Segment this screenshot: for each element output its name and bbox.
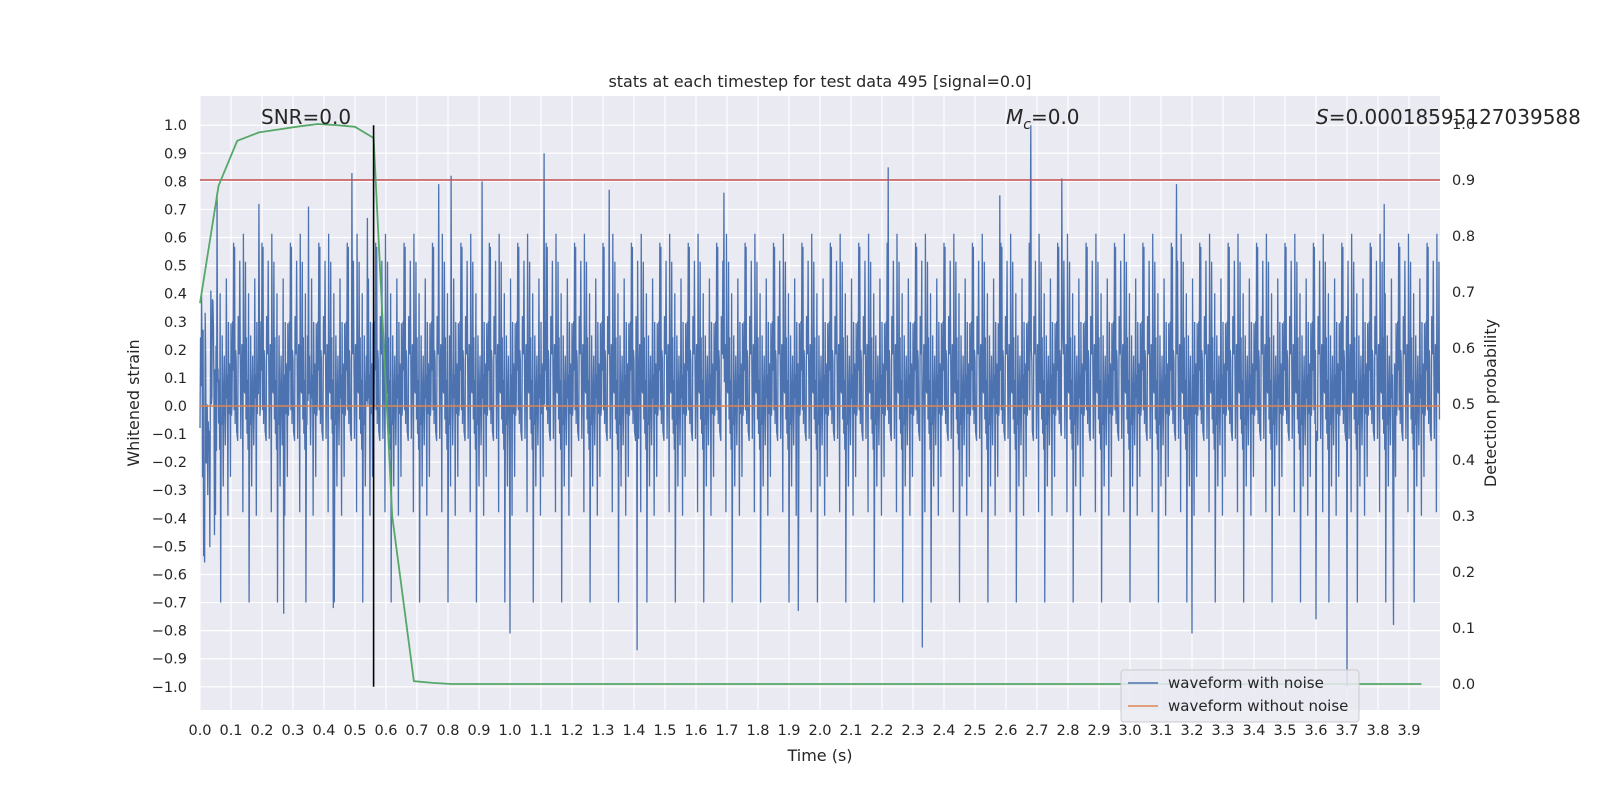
x-tick-label: 0.5 [343,723,366,739]
x-tick-label: 0.3 [281,723,304,739]
x-tick-label: 3.4 [1242,723,1265,739]
x-tick-label: 2.7 [1025,723,1048,739]
x-tick-label: 0.2 [250,723,273,739]
x-tick-label: 2.8 [1056,723,1079,739]
x-tick-label: 3.8 [1366,723,1389,739]
y-tick-label: −0.1 [152,427,187,443]
x-tick-label: 2.4 [932,723,955,739]
y2-tick-label: 0.7 [1452,285,1475,301]
snr-annotation: SNR=0.0 [261,105,351,129]
x-tick-label: 2.0 [808,723,831,739]
x-tick-label: 0.4 [312,723,335,739]
x-tick-label: 2.6 [994,723,1017,739]
x-tick-label: 3.1 [1149,723,1172,739]
y2-tick-label: 0.5 [1452,397,1475,413]
y-tick-label: 0.5 [164,259,187,275]
s-annotation: S=0.00018595127039588 [1316,105,1581,129]
y2-tick-label: 0.2 [1452,565,1475,581]
x-tick-label: 1.3 [591,723,614,739]
y-tick-label: −0.7 [152,596,187,612]
y-tick-label: −0.3 [152,483,187,499]
mc-annotation: Mc=0.0 [1006,105,1080,133]
x-tick-label: 3.7 [1335,723,1358,739]
y-tick-label: −1.0 [152,680,187,696]
x-tick-label: 0.0 [188,723,211,739]
x-tick-label: 3.5 [1273,723,1296,739]
noise-waveform [199,125,1441,687]
x-axis-label: Time (s) [786,746,852,765]
y-tick-label: 1.0 [164,118,187,134]
y2-tick-label: 0.8 [1452,229,1475,245]
x-tick-label: 0.8 [436,723,459,739]
x-tick-label: 0.1 [219,723,242,739]
x-tick-label: 1.7 [715,723,738,739]
mc-symbol: M [1006,105,1023,129]
y2-tick-label: 0.1 [1452,621,1475,637]
y-tick-label: −0.4 [152,511,187,527]
x-tick-label: 3.9 [1397,723,1420,739]
x-tick-label: 1.9 [777,723,800,739]
y2-axis-label: Detection probability [1481,319,1500,487]
x-tick-label: 0.9 [467,723,490,739]
x-tick-label: 2.3 [901,723,924,739]
series-detection-probability [199,123,1422,685]
mc-subscript: c [1023,117,1031,133]
x-tick-label: 1.6 [684,723,707,739]
s-symbol: S [1316,105,1329,129]
x-tick-label: 1.8 [746,723,769,739]
x-tick-label: 3.3 [1211,723,1234,739]
y-tick-label: −0.2 [152,455,187,471]
y2-tick-label: 0.9 [1452,173,1475,189]
y2-tick-label: 1.0 [1452,117,1475,133]
y2-tick-label: 0.0 [1452,677,1475,693]
x-tick-label: 2.2 [870,723,893,739]
x-tick-label: 0.7 [405,723,428,739]
x-tick-label: 3.2 [1180,723,1203,739]
x-tick-label: 1.2 [560,723,583,739]
y2-tick-label: 0.4 [1452,453,1475,469]
x-tick-label: 1.1 [529,723,552,739]
y-tick-label: 0.0 [164,399,187,415]
series-lines [199,123,1440,687]
y2-tick-label: 0.6 [1452,341,1475,357]
y-tick-label: 0.9 [164,146,187,162]
legend-label-noise: waveform with noise [1168,674,1324,692]
y-tick-label: 0.8 [164,174,187,190]
y-tick-label: −0.6 [152,567,187,583]
y2-tick-label: 0.3 [1452,509,1475,525]
mc-value: =0.0 [1031,105,1080,129]
y-tick-label: 0.2 [164,343,187,359]
x-tick-label: 3.6 [1304,723,1327,739]
y-tick-label: 0.1 [164,371,187,387]
y-tick-label: 0.4 [164,287,187,303]
series-waveform-with-noise [199,125,1441,687]
y-tick-label: −0.5 [152,539,187,555]
x-tick-label: 2.1 [839,723,862,739]
y-tick-label: 0.7 [164,202,187,218]
x-tick-label: 2.5 [963,723,986,739]
x-tick-label: 2.9 [1087,723,1110,739]
x-tick-label: 1.0 [498,723,521,739]
legend-label-clean: waveform without noise [1168,697,1348,715]
legend: waveform with noise waveform without noi… [1120,669,1360,723]
legend-box [1120,669,1360,723]
x-tick-label: 3.0 [1118,723,1141,739]
x-tick-label: 0.6 [374,723,397,739]
y-tick-label: 0.6 [164,231,187,247]
s-value: =0.00018595127039588 [1329,105,1581,129]
tick-labels: 0.0 0.1 0.2 0.3 0.4 0.5 0.6 0.7 0.8 0.9 1.0 1.1 1.2 1… [152,117,1475,739]
x-tick-label: 1.4 [622,723,645,739]
y-tick-label: −0.9 [152,652,187,668]
chart-title: stats at each timestep for test data 495… [608,72,1031,91]
y-tick-label: 0.3 [164,315,187,331]
y-tick-label: −0.8 [152,624,187,640]
x-tick-label: 1.5 [653,723,676,739]
y-axis-label: Whitened strain [124,339,143,466]
